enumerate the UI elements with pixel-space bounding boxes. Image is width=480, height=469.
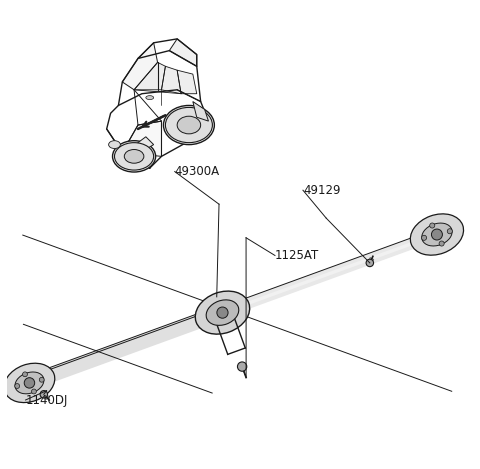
Polygon shape bbox=[122, 121, 161, 156]
Polygon shape bbox=[169, 39, 197, 66]
Polygon shape bbox=[161, 66, 181, 94]
Circle shape bbox=[217, 307, 228, 318]
Circle shape bbox=[238, 362, 247, 371]
Polygon shape bbox=[413, 232, 432, 247]
Circle shape bbox=[447, 229, 452, 234]
Polygon shape bbox=[130, 137, 154, 156]
Polygon shape bbox=[18, 310, 212, 393]
Polygon shape bbox=[7, 380, 24, 395]
Ellipse shape bbox=[124, 150, 144, 163]
Circle shape bbox=[24, 378, 35, 388]
Text: 49129: 49129 bbox=[303, 184, 340, 197]
Polygon shape bbox=[193, 101, 208, 121]
Ellipse shape bbox=[166, 107, 212, 143]
Circle shape bbox=[439, 241, 444, 246]
Circle shape bbox=[39, 378, 44, 382]
Ellipse shape bbox=[108, 141, 120, 149]
Polygon shape bbox=[443, 222, 460, 237]
Circle shape bbox=[15, 384, 20, 388]
Ellipse shape bbox=[206, 300, 239, 325]
Circle shape bbox=[421, 235, 427, 240]
Ellipse shape bbox=[115, 143, 154, 170]
Ellipse shape bbox=[422, 223, 452, 246]
Polygon shape bbox=[122, 43, 157, 90]
Polygon shape bbox=[134, 62, 166, 90]
Ellipse shape bbox=[410, 214, 464, 255]
Polygon shape bbox=[35, 371, 52, 386]
Circle shape bbox=[40, 391, 48, 398]
Polygon shape bbox=[20, 228, 450, 387]
Ellipse shape bbox=[146, 96, 154, 99]
Circle shape bbox=[32, 389, 36, 394]
Circle shape bbox=[366, 259, 373, 267]
Circle shape bbox=[430, 223, 435, 228]
Circle shape bbox=[23, 372, 27, 377]
Ellipse shape bbox=[112, 141, 156, 172]
Polygon shape bbox=[19, 225, 452, 391]
Ellipse shape bbox=[15, 372, 44, 394]
Text: 1125AT: 1125AT bbox=[275, 249, 319, 262]
Polygon shape bbox=[177, 70, 197, 94]
Ellipse shape bbox=[4, 363, 55, 402]
Circle shape bbox=[432, 229, 443, 240]
Ellipse shape bbox=[195, 291, 250, 334]
Ellipse shape bbox=[177, 116, 201, 134]
Ellipse shape bbox=[164, 106, 215, 144]
Text: 49300A: 49300A bbox=[175, 165, 220, 178]
Text: 1140DJ: 1140DJ bbox=[25, 393, 68, 407]
